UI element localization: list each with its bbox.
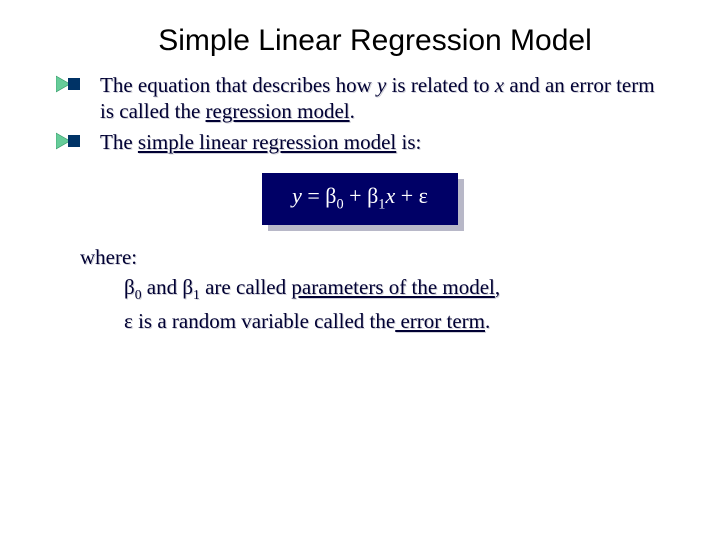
eq-y: y <box>292 183 302 208</box>
bullet-list: The equation that describes how y is rel… <box>56 72 672 155</box>
where-line-2: ε is a random variable called the error … <box>124 307 672 335</box>
w1-underline: parameters of the model <box>291 275 495 299</box>
w2-underline: error term <box>395 309 485 333</box>
b2-underline: simple linear regression model <box>138 130 396 154</box>
eq-beta1: β <box>367 183 378 208</box>
eq-equals: = <box>302 183 325 208</box>
bullet-icon <box>56 75 88 93</box>
bullet-icon <box>56 132 88 150</box>
equation-container: y = β0 + β1x + ε <box>48 173 672 225</box>
w1-sub0: 0 <box>135 288 142 303</box>
b1-text-4: . <box>350 99 355 123</box>
b2-text-1: The <box>100 130 138 154</box>
where-line-1: β0 and β1 are called parameters of the m… <box>124 273 672 305</box>
where-label: where: <box>80 243 672 271</box>
where-block: where: β0 and β1 are called parameters o… <box>80 243 672 335</box>
b1-text-2: is related to <box>386 73 494 97</box>
eq-sub0: 0 <box>337 196 344 212</box>
b2-text-2: is: <box>396 130 421 154</box>
bullet-item-2: The simple linear regression model is: <box>56 129 672 155</box>
b1-y: y <box>377 73 386 97</box>
w1-text2: are called <box>200 275 292 299</box>
w1-sub1: 1 <box>193 288 200 303</box>
eq-x: x <box>385 183 395 208</box>
eq-eps: ε <box>419 183 428 208</box>
w2-text1: is a random variable called the <box>133 309 395 333</box>
w1-beta1: β <box>182 275 193 299</box>
eq-plus1: + <box>344 183 367 208</box>
b1-text-1: The equation that describes how <box>100 73 377 97</box>
w2-text2: . <box>485 309 490 333</box>
w1-text3: , <box>495 275 500 299</box>
w1-beta0: β <box>124 275 135 299</box>
bullet-item-1: The equation that describes how y is rel… <box>56 72 672 125</box>
equation-box: y = β0 + β1x + ε <box>262 173 458 225</box>
b1-underline: regression model <box>206 99 350 123</box>
b1-x: x <box>495 73 504 97</box>
w2-eps: ε <box>124 309 133 333</box>
w1-and: and <box>142 275 183 299</box>
slide-title: Simple Linear Regression Model <box>78 24 672 58</box>
eq-plus2: + <box>395 183 418 208</box>
eq-beta0: β <box>325 183 336 208</box>
equation-shadow: y = β0 + β1x + ε <box>262 173 458 225</box>
